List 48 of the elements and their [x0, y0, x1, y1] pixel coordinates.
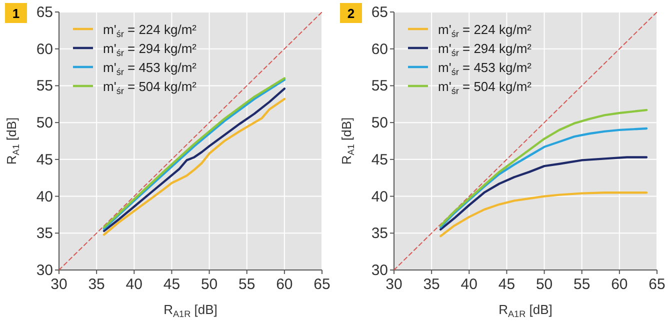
legend-label: m'$_{śr}$ = 224 kg/m² [438, 22, 532, 39]
x-tick-label: 55 [574, 276, 590, 293]
line-series [439, 127, 648, 228]
y-tick-label: 65 [36, 4, 53, 21]
x-tick-label: 45 [498, 276, 516, 293]
y-tick-label: 45 [36, 151, 53, 168]
x-tick-label: 65 [314, 276, 330, 293]
chart-title: 2 [347, 6, 355, 21]
y-tick-label: 55 [36, 78, 53, 95]
legend-label: m'$_{śr}$ = 294 kg/m² [103, 41, 198, 58]
x-tick-label: 50 [200, 276, 218, 293]
y-tick-label: 60 [371, 40, 388, 58]
x-tick-label: 65 [648, 276, 666, 293]
x-tick-label: 30 [50, 276, 68, 293]
legend-label: m'$_{śr}$ = 504 kg/m² [438, 79, 532, 96]
x-tick-label: 40 [460, 276, 478, 293]
y-tick-label: 35 [371, 225, 388, 242]
legend-label: m'$_{śr}$ = 224 kg/m² [103, 22, 198, 39]
y-tick-label: 40 [371, 188, 388, 206]
y-tick-label: 30 [371, 262, 388, 279]
y-tick-label: 40 [36, 188, 53, 206]
y-tick-label: 45 [371, 151, 388, 168]
legend-label: m'$_{śr}$ = 453 kg/m² [103, 60, 198, 77]
line-series [439, 108, 648, 227]
x-tick-label: 30 [386, 276, 402, 293]
legend-label: m'$_{śr}$ = 294 kg/m² [438, 41, 532, 58]
chart-title: 1 [12, 6, 20, 21]
y-tick-label: 35 [36, 225, 53, 242]
x-tick-label: 60 [611, 276, 628, 293]
line-series [439, 156, 648, 231]
x-tick-label: 45 [163, 276, 180, 293]
x-axis-title: R$_{A1R}$ [dB] [498, 302, 552, 319]
y-tick-label: 50 [36, 114, 53, 132]
legend-label: m'$_{śr}$ = 504 kg/m² [103, 79, 198, 96]
x-tick-label: 35 [423, 276, 440, 293]
y-tick-label: 60 [36, 40, 53, 58]
x-tick-label: 50 [536, 276, 553, 293]
y-tick-label: 55 [371, 78, 388, 95]
y-tick-label: 50 [371, 114, 388, 132]
y-tick-label: 30 [36, 262, 53, 279]
x-axis-title: R$_{A1R}$ [dB] [164, 302, 218, 319]
x-tick-label: 35 [88, 276, 105, 293]
x-tick-label: 60 [276, 276, 293, 293]
x-tick-label: 55 [238, 276, 256, 293]
legend-label: m'$_{śr}$ = 453 kg/m² [438, 60, 532, 77]
x-tick-label: 40 [126, 276, 142, 293]
y-tick-label: 65 [371, 4, 388, 21]
line-series [439, 192, 648, 238]
